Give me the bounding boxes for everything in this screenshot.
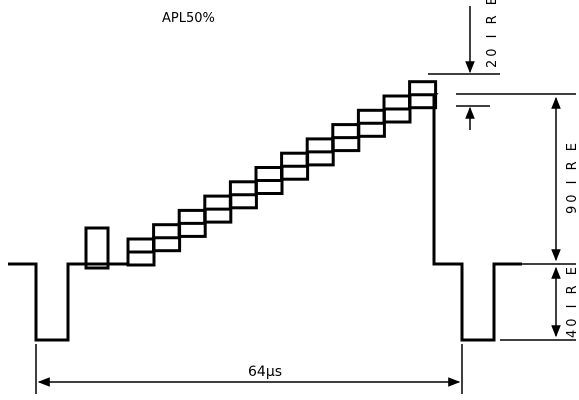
period-dimension [35, 344, 463, 394]
middle-ire-label: 90 I R E [565, 140, 579, 214]
right-sync-pulse [432, 96, 522, 342]
left-sync-pulse [8, 262, 128, 342]
lower-dimension [500, 266, 576, 341]
color-burst-box [84, 226, 110, 270]
lower-ire-label: 40 I R E [565, 264, 579, 338]
upper-ire-label: 20 I R E [485, 0, 500, 68]
ramp-line [128, 93, 439, 254]
upper-dimension [428, 6, 576, 130]
waveform-trace [8, 96, 522, 342]
period-label: 64μs [248, 364, 282, 380]
diagram-title: APL50% [162, 11, 215, 26]
middle-dimension [520, 96, 576, 265]
staircase-steps [126, 80, 439, 267]
